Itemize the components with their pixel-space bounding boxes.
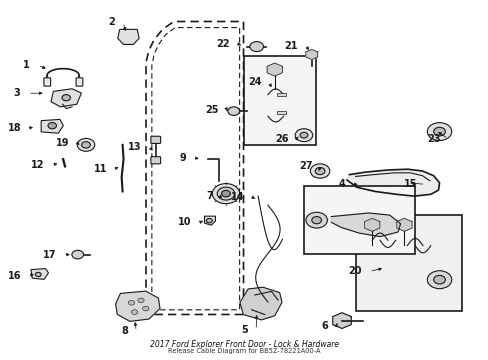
Text: 27: 27: [299, 161, 312, 171]
Polygon shape: [330, 213, 400, 237]
Polygon shape: [116, 291, 160, 321]
Text: 13: 13: [127, 142, 141, 152]
Circle shape: [300, 132, 307, 138]
Circle shape: [311, 217, 321, 224]
Text: 18: 18: [7, 123, 21, 133]
Text: 20: 20: [347, 266, 361, 276]
FancyBboxPatch shape: [355, 215, 461, 311]
Polygon shape: [41, 120, 63, 133]
Text: 5: 5: [241, 325, 248, 335]
Circle shape: [310, 164, 329, 178]
Text: 2017 Ford Explorer Front Door - Lock & Hardware: 2017 Ford Explorer Front Door - Lock & H…: [150, 341, 338, 350]
Circle shape: [305, 212, 327, 228]
Text: 23: 23: [426, 134, 440, 144]
FancyBboxPatch shape: [243, 56, 315, 145]
Text: 25: 25: [205, 105, 219, 115]
Text: Release Cable Diagram for BB5Z-78221A00-A: Release Cable Diagram for BB5Z-78221A00-…: [168, 348, 320, 354]
Text: 4: 4: [338, 179, 344, 189]
Text: 12: 12: [31, 160, 44, 170]
Text: 15: 15: [403, 179, 417, 189]
Text: 2: 2: [108, 17, 115, 27]
Circle shape: [128, 300, 134, 305]
Polygon shape: [396, 219, 411, 231]
Circle shape: [217, 187, 234, 200]
Bar: [277, 93, 285, 96]
Text: 1: 1: [23, 60, 30, 70]
Circle shape: [295, 129, 312, 141]
Circle shape: [72, 250, 83, 259]
Circle shape: [206, 219, 212, 223]
Circle shape: [81, 141, 90, 148]
Text: 16: 16: [8, 271, 21, 281]
Text: 21: 21: [284, 41, 298, 50]
Circle shape: [62, 95, 70, 101]
Circle shape: [221, 190, 230, 197]
FancyBboxPatch shape: [44, 78, 51, 86]
Circle shape: [427, 123, 451, 140]
Circle shape: [48, 122, 57, 129]
Polygon shape: [31, 269, 48, 279]
Text: 6: 6: [321, 321, 328, 331]
Circle shape: [35, 273, 41, 276]
Polygon shape: [204, 216, 215, 225]
Text: 10: 10: [178, 217, 191, 227]
Text: 3: 3: [14, 88, 20, 98]
Polygon shape: [305, 49, 317, 59]
Circle shape: [212, 184, 239, 204]
Circle shape: [77, 138, 95, 151]
Text: 24: 24: [247, 77, 261, 87]
Circle shape: [142, 306, 149, 311]
Circle shape: [315, 167, 325, 175]
Text: 8: 8: [122, 326, 128, 336]
Text: 19: 19: [56, 139, 70, 148]
Text: 9: 9: [179, 153, 185, 163]
FancyBboxPatch shape: [151, 157, 160, 164]
Polygon shape: [346, 169, 439, 196]
Text: 22: 22: [216, 39, 229, 49]
Text: 14: 14: [230, 192, 244, 202]
Polygon shape: [266, 63, 282, 76]
Text: 11: 11: [93, 163, 107, 174]
Bar: [277, 111, 285, 114]
Text: 17: 17: [43, 249, 57, 260]
Text: 7: 7: [205, 191, 212, 201]
Circle shape: [427, 271, 451, 289]
Polygon shape: [240, 287, 282, 320]
Circle shape: [131, 310, 138, 314]
FancyBboxPatch shape: [304, 186, 414, 253]
Polygon shape: [364, 219, 379, 231]
Polygon shape: [51, 89, 81, 107]
Polygon shape: [118, 30, 139, 44]
Circle shape: [138, 298, 144, 303]
FancyBboxPatch shape: [151, 136, 160, 143]
FancyBboxPatch shape: [76, 78, 82, 86]
Circle shape: [433, 275, 445, 284]
Polygon shape: [332, 313, 350, 328]
Circle shape: [227, 107, 239, 116]
Circle shape: [433, 127, 445, 136]
Circle shape: [249, 41, 263, 51]
Text: 26: 26: [274, 134, 288, 144]
